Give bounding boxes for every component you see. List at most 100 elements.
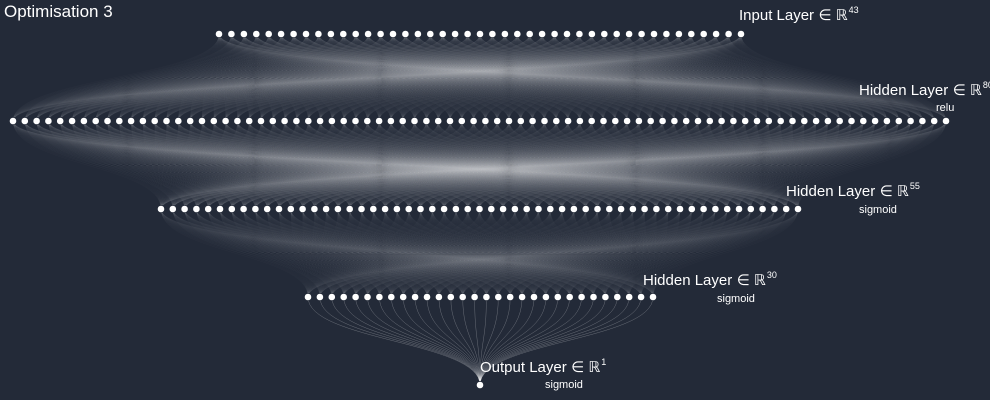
neuron-layer-3-unit-23 bbox=[577, 292, 586, 302]
neuron-layer-1-unit-7 bbox=[91, 116, 100, 126]
neuron-layer-3-unit-15 bbox=[482, 292, 491, 302]
neuron-layer-0-unit-30 bbox=[587, 29, 597, 39]
neuron-layer-1-unit-42 bbox=[504, 116, 514, 126]
neuron-layer-3-unit-29 bbox=[648, 292, 658, 302]
neuron-layer-3-unit-21 bbox=[553, 292, 562, 302]
neuron-layer-1-unit-58 bbox=[693, 116, 703, 126]
neuron-layer-1-unit-67 bbox=[800, 116, 809, 126]
neuron-layer-2-unit-43 bbox=[664, 204, 673, 214]
diagram-title: Optimisation 3 bbox=[4, 2, 113, 21]
neuron-layer-0-unit-6 bbox=[289, 29, 298, 39]
neuron-layer-2-unit-40 bbox=[628, 204, 638, 214]
connection-edges bbox=[12, 33, 947, 386]
neuron-layer-2-unit-54 bbox=[793, 204, 803, 214]
neuron-layer-3-unit-26 bbox=[613, 292, 622, 302]
edges-layer-0-to-1 bbox=[12, 33, 947, 122]
neuron-layer-2-unit-7 bbox=[239, 204, 248, 214]
neuron-layer-3-unit-9 bbox=[410, 292, 420, 302]
neuron-layer-0-unit-12 bbox=[363, 29, 373, 39]
neuron-layer-1-unit-36 bbox=[434, 116, 443, 126]
neuron-layer-1-unit-19 bbox=[233, 116, 242, 126]
neuron-layer-1-unit-48 bbox=[575, 116, 585, 126]
neuron-layer-2-unit-12 bbox=[298, 204, 307, 214]
neuron-layer-3-unit-16 bbox=[494, 292, 503, 302]
neuron-layer-0-unit-2 bbox=[239, 29, 248, 39]
neuron-layer-2-unit-6 bbox=[227, 204, 236, 214]
neuron-layer-2-unit-16 bbox=[345, 204, 354, 214]
neuron-layer-1-unit-2 bbox=[32, 116, 41, 126]
neuron-layer-2-unit-25 bbox=[451, 204, 460, 214]
neuron-layer-2-unit-10 bbox=[274, 204, 284, 214]
neuron-layer-3-unit-13 bbox=[458, 292, 467, 302]
neuron-layer-3-unit-0 bbox=[303, 292, 313, 302]
neuron-layer-1-unit-59 bbox=[705, 116, 714, 126]
neuron-layer-1-unit-40 bbox=[481, 116, 490, 126]
neuron-layer-3-unit-8 bbox=[399, 292, 408, 302]
neuron-layer-1-unit-16 bbox=[197, 116, 207, 126]
neuron-layer-1-unit-20 bbox=[245, 116, 254, 126]
neuron-layer-0-unit-19 bbox=[450, 29, 460, 39]
neuron-layer-1-unit-24 bbox=[292, 116, 301, 126]
neuron-layer-2-unit-22 bbox=[416, 204, 425, 214]
neuron-layer-2-unit-38 bbox=[605, 204, 614, 214]
neuron-layer-1-unit-47 bbox=[563, 116, 573, 126]
neuron-layer-1-unit-64 bbox=[764, 116, 773, 126]
neuron-layer-1-unit-53 bbox=[634, 116, 644, 126]
neuron-layer-3-unit-6 bbox=[375, 292, 384, 302]
neuron-layer-2-unit-36 bbox=[581, 204, 590, 214]
neuron-layer-2-unit-20 bbox=[392, 204, 401, 214]
layer-label-input: Input Layer ∈ ℝ43 bbox=[739, 5, 859, 24]
neuron-layer-0-unit-21 bbox=[475, 29, 485, 39]
neuron-layer-1-unit-28 bbox=[339, 116, 348, 126]
neuron-layer-1-unit-74 bbox=[882, 116, 892, 126]
neuron-layer-1-unit-60 bbox=[717, 116, 726, 126]
neuron-layer-1-unit-78 bbox=[930, 116, 939, 126]
neuron-layer-1-unit-66 bbox=[788, 116, 797, 126]
neuron-layer-3-unit-7 bbox=[387, 292, 396, 302]
neuron-layer-3-unit-20 bbox=[541, 292, 551, 302]
neuron-layer-2-unit-13 bbox=[310, 204, 319, 214]
neuron-layer-2-unit-42 bbox=[652, 204, 661, 214]
neuron-layer-0-unit-36 bbox=[662, 29, 671, 39]
neuron-layer-1-unit-41 bbox=[493, 116, 502, 126]
neuron-layer-3-unit-11 bbox=[434, 292, 443, 302]
neuron-layer-1-unit-25 bbox=[304, 116, 313, 126]
neuron-layer-3-unit-3 bbox=[339, 292, 348, 302]
neuron-layer-1-unit-54 bbox=[646, 116, 655, 126]
neuron-layer-1-unit-0 bbox=[8, 116, 18, 126]
neuron-layer-0-unit-16 bbox=[413, 29, 422, 39]
neuron-layer-0-unit-9 bbox=[326, 29, 335, 39]
neuron-layer-2-unit-45 bbox=[687, 204, 696, 214]
layer-label-hidden-3: Hidden Layer ∈ ℝ30 bbox=[643, 270, 777, 289]
neuron-layer-0-unit-28 bbox=[562, 29, 572, 39]
neuron-layer-1-unit-3 bbox=[44, 116, 53, 126]
neuron-layer-2-unit-19 bbox=[380, 204, 390, 214]
neuron-layer-3-unit-10 bbox=[422, 292, 432, 302]
neuron-layer-1-unit-45 bbox=[540, 116, 549, 126]
neuron-layer-0-unit-10 bbox=[339, 29, 348, 39]
neuron-layer-1-unit-27 bbox=[327, 116, 336, 126]
neuron-layer-1-unit-22 bbox=[268, 116, 277, 126]
neuron-layer-1-unit-14 bbox=[174, 116, 183, 126]
neuron-layer-1-unit-52 bbox=[622, 116, 632, 126]
neuron-layer-0-unit-5 bbox=[276, 29, 286, 39]
neuron-layer-2-unit-27 bbox=[475, 204, 484, 214]
neuron-layer-0-unit-17 bbox=[426, 29, 435, 39]
neuron-layer-3-unit-5 bbox=[363, 292, 372, 302]
edges-layer-3-to-4 bbox=[307, 296, 654, 386]
neuron-layer-0-unit-25 bbox=[525, 29, 534, 39]
neuron-layer-2-unit-48 bbox=[723, 204, 732, 214]
neuron-layer-1-unit-44 bbox=[528, 116, 537, 126]
neuron-layer-2-unit-31 bbox=[522, 204, 531, 214]
neuron-layer-3-unit-22 bbox=[565, 292, 574, 302]
neuron-layer-1-unit-33 bbox=[398, 116, 407, 126]
activation-label-hidden-2: sigmoid bbox=[859, 204, 897, 216]
activation-label-output: sigmoid bbox=[545, 379, 583, 391]
neuron-layer-1-unit-62 bbox=[741, 116, 750, 126]
neuron-layer-2-unit-5 bbox=[215, 204, 225, 214]
neuron-layer-0-unit-27 bbox=[550, 29, 559, 39]
neuron-layer-2-unit-35 bbox=[569, 204, 579, 214]
neuron-layer-1-unit-1 bbox=[20, 116, 29, 126]
neuron-layer-1-unit-31 bbox=[374, 116, 384, 126]
neuron-layer-2-unit-24 bbox=[439, 204, 449, 214]
